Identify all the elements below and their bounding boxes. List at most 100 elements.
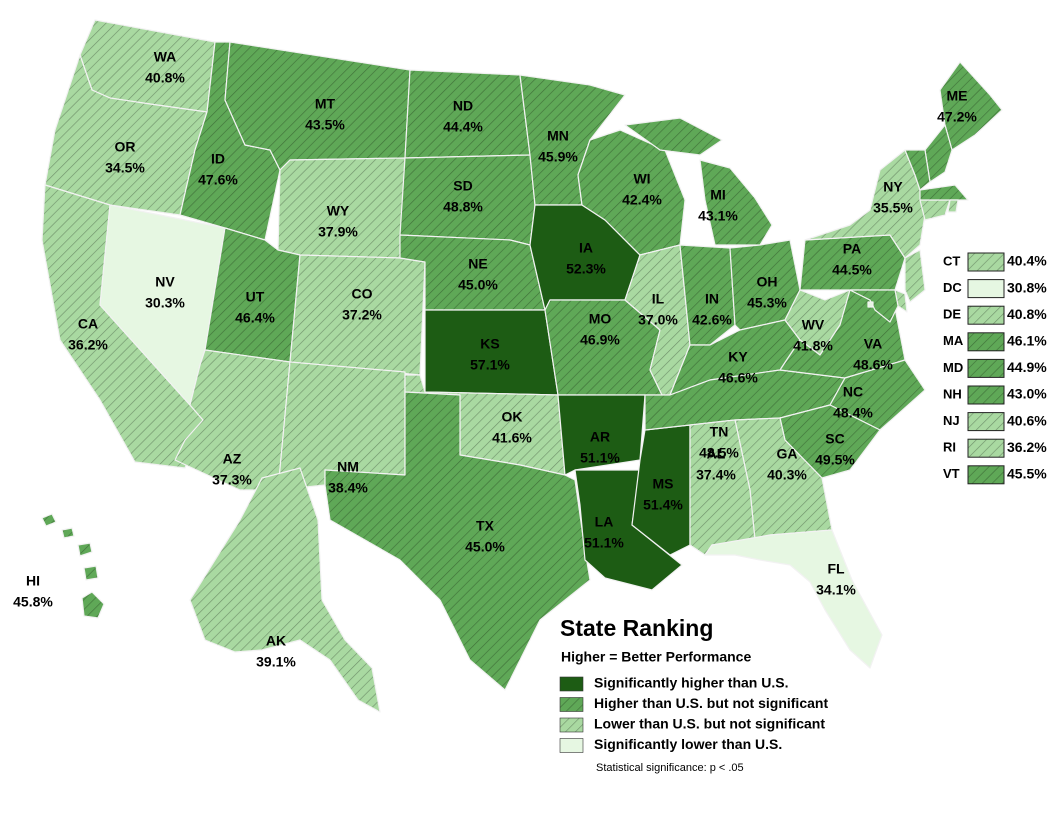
state-abbr: UT [246, 289, 265, 305]
state-value: 41.6% [492, 430, 532, 446]
inset-value: 43.0% [1007, 386, 1047, 402]
state-value: 40.3% [767, 467, 807, 483]
state-abbr: SD [453, 178, 472, 194]
state-value: 38.4% [328, 480, 368, 496]
state-value: 47.2% [937, 109, 977, 125]
state-abbr: AZ [223, 451, 242, 467]
state-value: 42.6% [692, 312, 732, 328]
state-value: 45.0% [458, 277, 498, 293]
state-abbr: TX [476, 518, 495, 534]
state-abbr: ID [211, 151, 225, 167]
inset-value: 40.4% [1007, 253, 1047, 269]
state-value: 43.5% [305, 117, 345, 133]
state-shape [704, 529, 883, 669]
state-shape [919, 199, 951, 221]
state-value: 41.8% [793, 338, 833, 354]
legend-label: Lower than U.S. but not significant [594, 716, 825, 732]
inset-abbr: RI [943, 440, 956, 455]
inset-abbr: VT [943, 466, 960, 481]
small-state-list: CT 40.4% DC 30.8% DE 40.8% MA 46.1% MD 44.9% NH 43.… [943, 252, 1047, 485]
inset-value: 40.6% [1007, 412, 1047, 428]
state-abbr: PA [843, 241, 861, 257]
state-abbr: AL [707, 446, 726, 462]
states [41, 19, 1003, 713]
state-abbr: ND [453, 98, 473, 114]
state-abbr: WY [327, 203, 350, 219]
state-shape [624, 117, 773, 246]
state-value: 37.2% [342, 307, 382, 323]
state-shape [904, 249, 926, 303]
state-abbr: MT [315, 96, 336, 112]
state-value: 48.5% [699, 445, 739, 461]
inset-swatch [967, 465, 1005, 485]
state-value: 52.3% [566, 261, 606, 277]
state-shape [41, 513, 105, 619]
state-abbr: CA [78, 316, 98, 332]
state-abbr: AK [266, 633, 286, 649]
state-value: 42.4% [622, 192, 662, 208]
state-shape [189, 467, 381, 713]
inset-swatch [967, 332, 1005, 352]
state-abbr: SC [825, 431, 844, 447]
inset-value: 45.5% [1007, 466, 1047, 482]
state-abbr: NY [883, 179, 903, 195]
state-value: 37.3% [212, 472, 252, 488]
state-labels: WA 40.8% OR 34.5% CA 36.2% NV 30.3% ID 47.6% MT 43.… [13, 49, 977, 670]
state-abbr: NM [337, 459, 359, 475]
inset-swatch [967, 412, 1005, 432]
state-shape [904, 149, 931, 191]
state-abbr: HI [26, 573, 40, 589]
significance-note: Statistical significance: p < .05 [596, 762, 744, 774]
legend-label: Significantly lower than U.S. [594, 736, 782, 752]
state-shape [324, 391, 591, 691]
state-abbr: IN [705, 291, 719, 307]
inset-swatch [967, 279, 1005, 299]
state-abbr: IA [579, 240, 593, 256]
state-value: 37.4% [696, 467, 736, 483]
state-value: 44.4% [443, 119, 483, 135]
state-abbr: OR [115, 139, 136, 155]
state-value: 45.3% [747, 295, 787, 311]
state-value: 39.1% [256, 654, 296, 670]
inset-swatch [967, 358, 1005, 378]
state-abbr: TN [710, 424, 729, 440]
inset-abbr: MD [943, 360, 963, 375]
state-abbr: AR [590, 429, 610, 445]
state-abbr: OH [757, 274, 778, 290]
state-value: 48.6% [853, 357, 893, 373]
inset-value: 40.8% [1007, 306, 1047, 322]
state-value: 35.5% [873, 200, 913, 216]
state-value: 36.2% [68, 337, 108, 353]
state-shape [679, 244, 736, 346]
state-abbr: WI [633, 171, 650, 187]
state-abbr: LA [595, 514, 614, 530]
inset-abbr: NJ [943, 413, 960, 428]
state-shape [939, 61, 1003, 151]
state-value: 51.1% [580, 450, 620, 466]
state-abbr: GA [777, 446, 798, 462]
inset-abbr: CT [943, 253, 960, 268]
state-value: 51.1% [584, 535, 624, 551]
state-abbr: KY [728, 349, 748, 365]
state-abbr: NE [468, 256, 487, 272]
state-abbr: WA [154, 49, 177, 65]
state-value: 46.6% [718, 370, 758, 386]
state-value: 37.9% [318, 224, 358, 240]
inset-swatch [967, 385, 1005, 405]
state-abbr: ME [947, 88, 968, 104]
state-abbr: OK [502, 409, 523, 425]
inset-swatch [967, 252, 1005, 272]
legend-swatch [559, 717, 584, 733]
inset-abbr: NH [943, 386, 962, 401]
state-shape [867, 301, 874, 308]
state-value: 45.0% [465, 539, 505, 555]
state-abbr: VA [864, 336, 882, 352]
state-shape [849, 289, 899, 323]
state-shape [424, 309, 559, 396]
state-shape [919, 184, 969, 201]
state-value: 47.6% [198, 172, 238, 188]
state-abbr: KS [480, 336, 499, 352]
state-value: 48.4% [833, 405, 873, 421]
state-shape [289, 254, 426, 376]
